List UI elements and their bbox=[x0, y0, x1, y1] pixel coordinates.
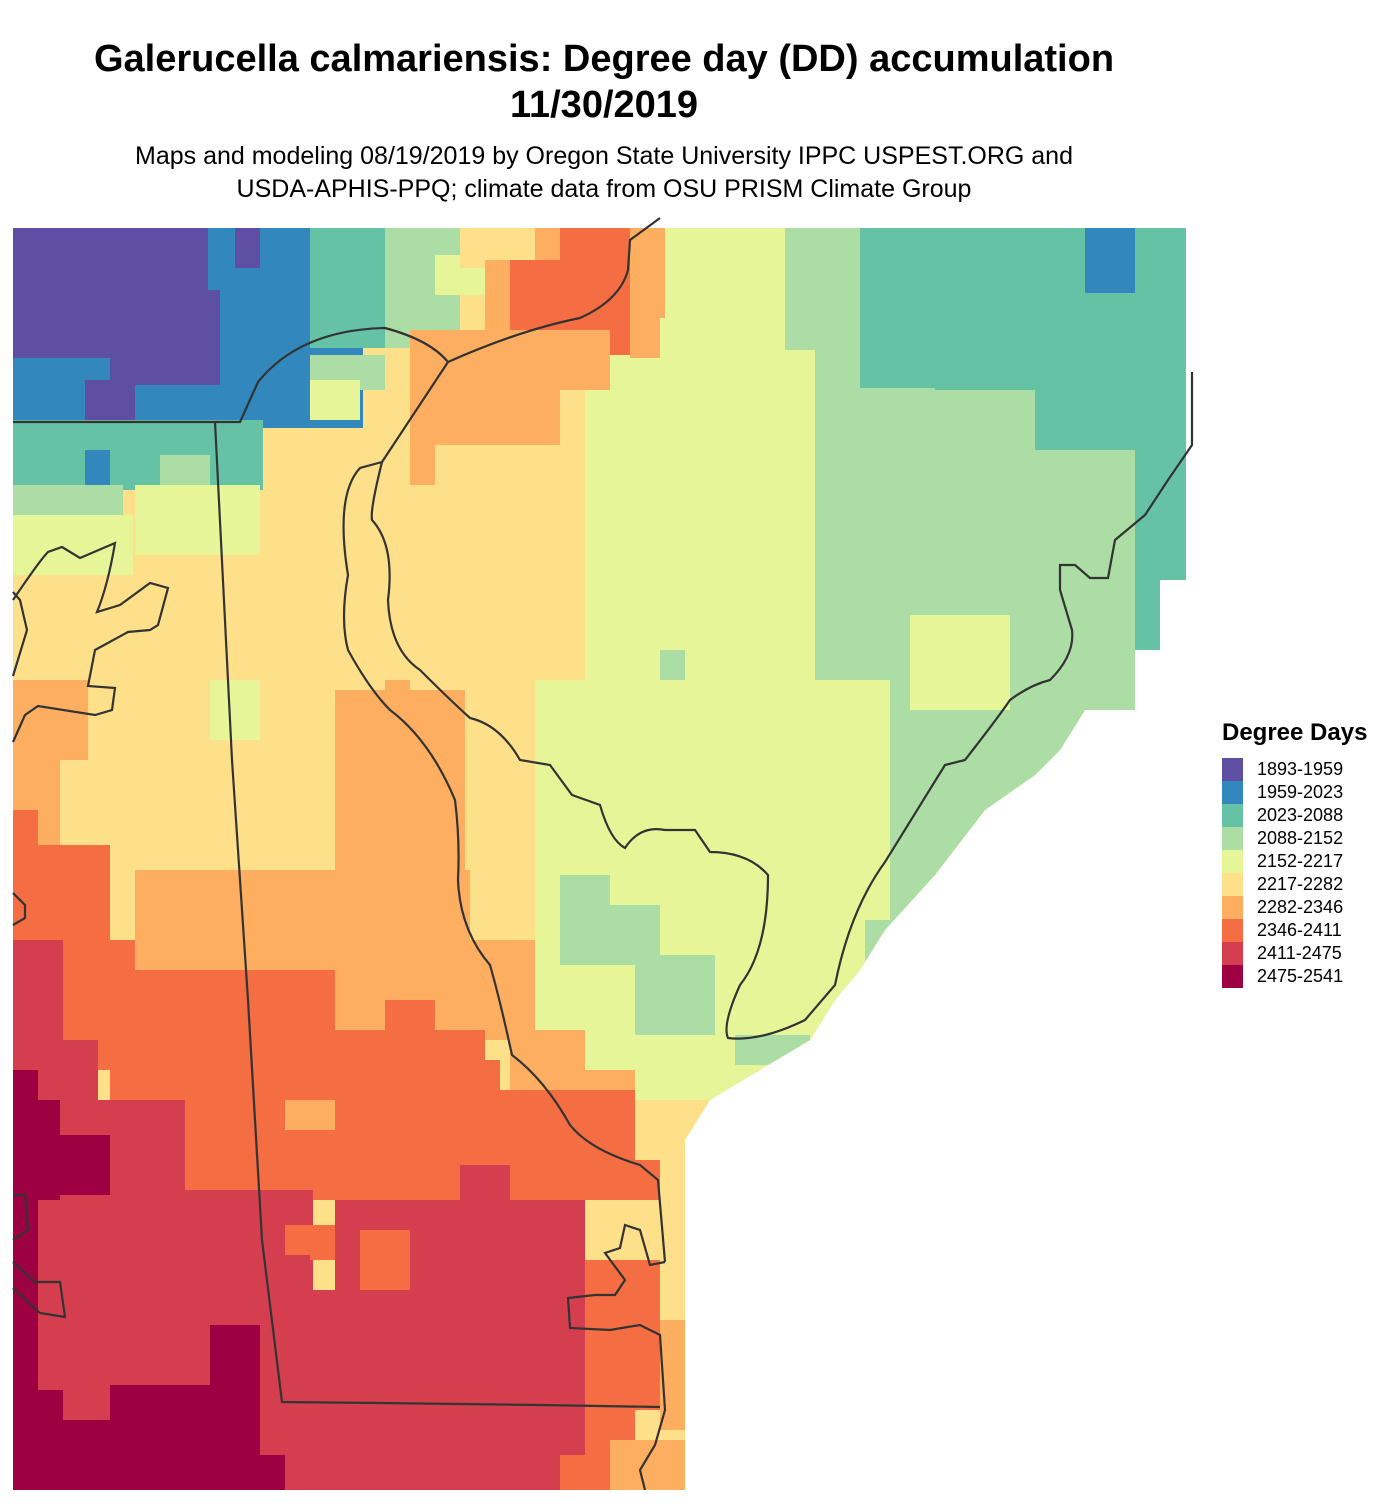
legend-item: 2217-2282 bbox=[1222, 873, 1367, 896]
boundary-line bbox=[447, 217, 661, 364]
legend-swatch bbox=[1222, 827, 1243, 850]
legend-label: 2475-2541 bbox=[1257, 966, 1344, 986]
legend-item: 2411-2475 bbox=[1222, 942, 1367, 965]
boundary-line bbox=[11, 541, 170, 743]
legend-label: 2088-2152 bbox=[1257, 828, 1344, 848]
legend: Degree Days 1893-1959 1959-2023 2023-2088 2… bbox=[1222, 718, 1367, 988]
boundary-line bbox=[11, 591, 29, 677]
boundary-line bbox=[12, 1261, 67, 1319]
boundary-line bbox=[12, 892, 27, 926]
legend-swatch bbox=[1222, 896, 1243, 919]
legend-swatch bbox=[1222, 873, 1243, 896]
map-title: Galerucella calmariensis: Degree day (DD… bbox=[0, 36, 1208, 128]
legend-item: 2152-2217 bbox=[1222, 850, 1367, 873]
legend-label: 1959-2023 bbox=[1257, 782, 1344, 802]
legend-item: 2023-2088 bbox=[1222, 804, 1367, 827]
map-subtitle-line1: Maps and modeling 08/19/2019 by Oregon S… bbox=[135, 142, 1073, 170]
map-title-date: 11/30/2019 bbox=[509, 84, 699, 126]
legend-items: 1893-1959 1959-2023 2023-2088 2088-2152 2152… bbox=[1222, 758, 1367, 988]
boundary-line bbox=[370, 372, 1194, 1040]
legend-title: Degree Days bbox=[1222, 719, 1368, 746]
boundary-line bbox=[566, 1223, 667, 1491]
legend-item: 2475-2541 bbox=[1222, 965, 1367, 988]
legend-item: 2282-2346 bbox=[1222, 896, 1367, 919]
legend-swatch bbox=[1222, 781, 1243, 804]
boundary-line bbox=[13, 326, 449, 424]
legend-label: 2152-2217 bbox=[1257, 851, 1344, 871]
legend-swatch bbox=[1222, 965, 1243, 988]
state-boundaries bbox=[11, 217, 1194, 1491]
legend-swatch bbox=[1222, 942, 1243, 965]
legend-label: 1893-1959 bbox=[1257, 759, 1344, 779]
legend-label: 2346-2411 bbox=[1257, 920, 1342, 940]
degree-day-raster bbox=[13, 228, 1186, 1490]
legend-label: 2023-2088 bbox=[1257, 805, 1344, 825]
legend-label: 2411-2475 bbox=[1257, 943, 1342, 963]
legend-swatch bbox=[1222, 919, 1243, 942]
legend-item: 1959-2023 bbox=[1222, 781, 1367, 804]
boundary-line bbox=[12, 1193, 30, 1241]
legend-swatch bbox=[1222, 850, 1243, 873]
legend-item: 2088-2152 bbox=[1222, 827, 1367, 850]
legend-swatch bbox=[1222, 804, 1243, 827]
boundary-line bbox=[342, 361, 667, 1263]
legend-item: 1893-1959 bbox=[1222, 758, 1367, 781]
legend-swatch bbox=[1222, 758, 1243, 781]
boundary-line bbox=[213, 421, 661, 1409]
map-title-line1: Galerucella calmariensis: Degree day (DD… bbox=[93, 38, 1115, 80]
legend-label: 2217-2282 bbox=[1257, 874, 1344, 894]
map-subtitle-line2: USDA-APHIS-PPQ; climate data from OSU PR… bbox=[236, 175, 972, 203]
map-subtitle: Maps and modeling 08/19/2019 by Oregon S… bbox=[0, 140, 1208, 206]
legend-item: 2346-2411 bbox=[1222, 919, 1367, 942]
legend-label: 2282-2346 bbox=[1257, 897, 1344, 917]
